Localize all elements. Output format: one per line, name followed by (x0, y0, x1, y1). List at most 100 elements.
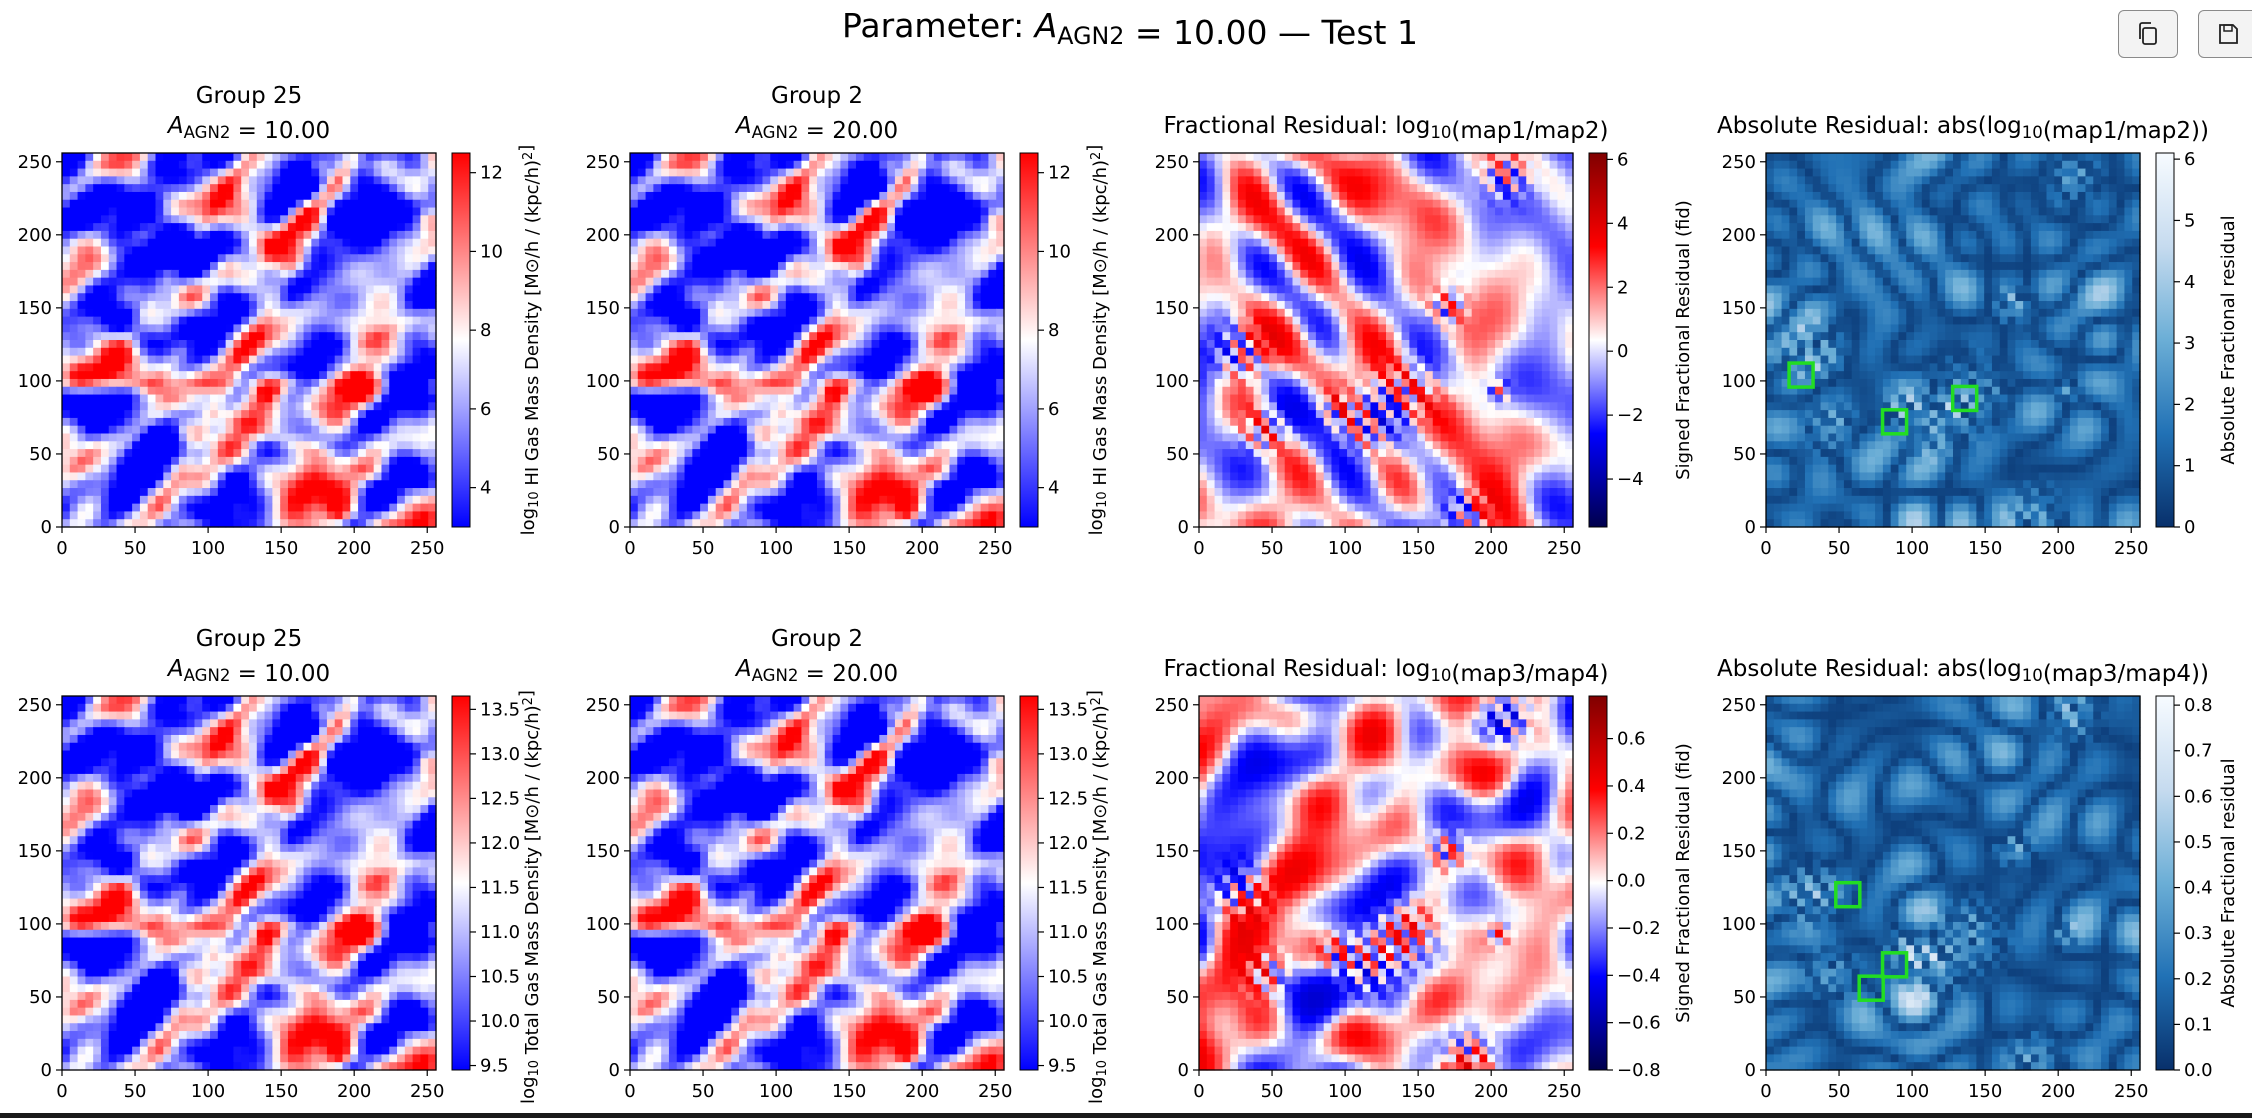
x-tick-label: 200 (2041, 538, 2075, 559)
colorbar-tick-label: 12.5 (480, 788, 520, 809)
panel-4: Absolute Residual: abs(log10(map1/map2))… (1717, 113, 2239, 559)
colorbar-tick-label: 10.5 (1048, 967, 1088, 988)
colorbar-tick-label: 12 (480, 163, 503, 184)
x-tick-label: 100 (1895, 1081, 1929, 1102)
y-tick-label: 150 (18, 298, 52, 319)
colorbar (2155, 695, 2175, 1071)
colorbar-tick-label: 0.5 (2184, 832, 2213, 853)
x-tick-label: 250 (1547, 538, 1581, 559)
colorbar-tick-label: 4 (1048, 478, 1059, 499)
x-tick-label: 100 (1328, 1081, 1362, 1102)
colorbar-tick-label: 3 (2184, 333, 2195, 354)
panel-title-line: Fractional Residual: log10(map1/map2) (1163, 113, 1608, 144)
axes-frame (1765, 695, 2141, 1071)
highlight-box (1787, 361, 1815, 389)
colorbar (1019, 695, 1039, 1071)
x-tick-label: 100 (191, 1081, 225, 1102)
x-tick-label: 200 (337, 538, 371, 559)
y-tick-label: 50 (29, 987, 52, 1008)
x-tick-label: 0 (624, 538, 635, 559)
colorbar-tick-label: 0.8 (2184, 695, 2213, 716)
y-tick-label: 50 (597, 987, 620, 1008)
colorbar-tick-label: 10 (1048, 241, 1071, 262)
panel-title-line: Group 2 (771, 83, 863, 109)
panel-title-line: Group 25 (196, 83, 303, 109)
colorbar-tick-label: 11.0 (1048, 922, 1088, 943)
y-tick-label: 50 (29, 444, 52, 465)
y-tick-label: 50 (597, 444, 620, 465)
highlight-box (1950, 384, 1979, 413)
x-tick-label: 100 (1895, 538, 1929, 559)
y-tick-label: 250 (586, 695, 620, 716)
colorbar-tick-label: 0.6 (2184, 786, 2213, 807)
colorbar-tick-label: 0.4 (2184, 878, 2213, 899)
figure-title: Parameter: AAGN2 = 10.00 — Test 1 (842, 6, 1418, 52)
y-tick-label: 0 (609, 1060, 620, 1081)
x-tick-label: 250 (978, 538, 1012, 559)
y-tick-label: 0 (41, 1060, 52, 1081)
colorbar-tick-label: 0.0 (1617, 871, 1646, 892)
x-tick-label: 150 (264, 538, 298, 559)
y-tick-label: 200 (586, 768, 620, 789)
colorbar-label: Absolute Fractional residual (2218, 758, 2239, 1007)
x-tick-label: 250 (2114, 538, 2148, 559)
colorbar-tick-label: 12.5 (1048, 788, 1088, 809)
x-tick-label: 150 (1968, 538, 2002, 559)
colorbar-tick-label: 1 (2184, 456, 2195, 477)
x-tick-label: 0 (624, 1081, 635, 1102)
y-tick-label: 50 (1166, 444, 1189, 465)
axes-frame (1198, 152, 1574, 528)
y-tick-label: 200 (1155, 768, 1189, 789)
y-tick-label: 0 (1745, 1060, 1756, 1081)
colorbar-tick-label: 10.0 (1048, 1011, 1088, 1032)
save-button[interactable] (2198, 10, 2252, 58)
save-icon (2217, 23, 2239, 45)
panel-title-line: Fractional Residual: log10(map3/map4) (1163, 656, 1608, 687)
y-tick-label: 0 (1178, 1060, 1189, 1081)
colorbar-tick-label: 11.5 (1048, 877, 1088, 898)
colorbar-tick-label: 6 (480, 399, 491, 420)
x-tick-label: 50 (124, 538, 147, 559)
x-tick-label: 50 (1828, 1081, 1851, 1102)
colorbar-tick-label: −0.2 (1617, 918, 1661, 939)
colorbar-tick-label: −2 (1617, 405, 1644, 426)
y-tick-label: 50 (1733, 444, 1756, 465)
x-tick-label: 100 (759, 538, 793, 559)
x-tick-label: 100 (759, 1081, 793, 1102)
axes-frame (61, 695, 437, 1071)
x-tick-label: 50 (1828, 538, 1851, 559)
y-tick-label: 100 (18, 914, 52, 935)
x-tick-label: 150 (264, 1081, 298, 1102)
colorbar-tick-label: 5 (2184, 210, 2195, 231)
y-tick-label: 100 (1722, 914, 1756, 935)
colorbar-tick-label: 13.0 (1048, 744, 1088, 765)
copy-icon (2136, 21, 2160, 47)
y-tick-label: 100 (586, 914, 620, 935)
panel-3: Fractional Residual: log10(map1/map2) 0 50… (1155, 113, 1694, 559)
y-tick-label: 250 (586, 152, 620, 173)
colorbar (1588, 695, 1608, 1071)
y-tick-label: 200 (1722, 225, 1756, 246)
x-tick-label: 50 (692, 1081, 715, 1102)
colorbar-tick-label: 0.4 (1617, 776, 1646, 797)
y-tick-label: 150 (1155, 841, 1189, 862)
panel-title-line: AAGN2 = 20.00 (734, 113, 898, 144)
panel-7: Fractional Residual: log10(map3/map4) 0 50… (1155, 656, 1694, 1102)
y-tick-label: 200 (586, 225, 620, 246)
x-tick-label: 250 (1547, 1081, 1581, 1102)
x-tick-label: 0 (56, 538, 67, 559)
heatmap-image (62, 153, 437, 528)
axes-frame (1198, 695, 1574, 1071)
x-tick-label: 50 (1261, 538, 1284, 559)
colorbar (1019, 152, 1039, 528)
window-bottom-border (0, 1113, 2252, 1118)
colorbar-label: log10 Total Gas Mass Density [M⊙/h / (kp… (516, 690, 543, 1104)
copy-button[interactable] (2118, 10, 2178, 58)
x-tick-label: 100 (191, 538, 225, 559)
y-tick-label: 100 (586, 371, 620, 392)
panel-title-line: AAGN2 = 10.00 (166, 113, 330, 144)
colorbar-tick-label: 2 (1617, 277, 1628, 298)
colorbar-tick-label: 0.7 (2184, 741, 2213, 762)
x-tick-label: 0 (1760, 1081, 1771, 1102)
highlight-box (1834, 880, 1862, 909)
